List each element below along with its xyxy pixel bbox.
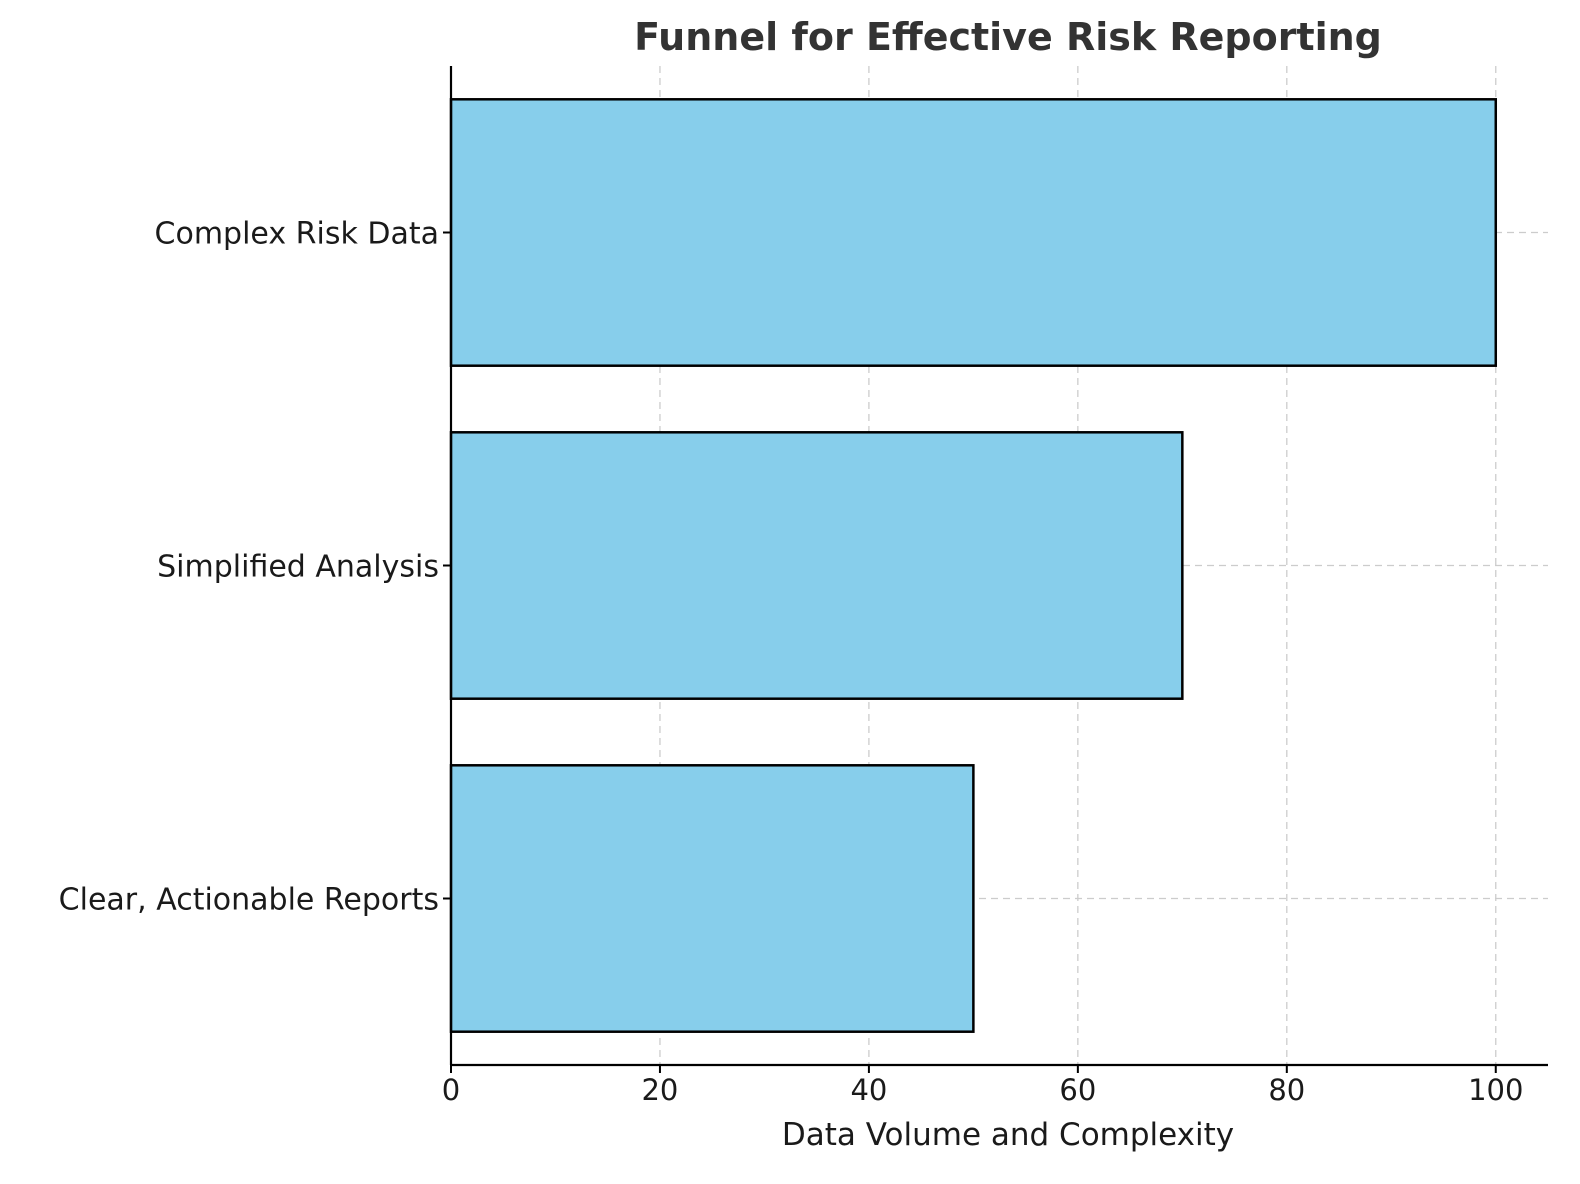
- x-axis-title: Data Volume and Complexity: [782, 1117, 1234, 1153]
- bar: [449, 431, 1184, 700]
- bars: [449, 98, 1498, 1033]
- bar: [449, 764, 975, 1033]
- x-tick-label: 20: [641, 1073, 678, 1107]
- y-tick-label: Simplified Analysis: [157, 550, 439, 585]
- x-tick-label: 100: [1468, 1073, 1523, 1107]
- bar: [449, 98, 1498, 367]
- x-tick-label: 80: [1268, 1073, 1305, 1107]
- x-tick-label: 60: [1059, 1073, 1096, 1107]
- y-tick-label: Complex Risk Data: [155, 217, 439, 252]
- axes: 0 20 40 60 80 100 Complex Risk Data Simplified …: [59, 66, 1548, 1107]
- y-tick-label: Clear, Actionable Reports: [59, 883, 439, 918]
- x-tick-label: 0: [442, 1073, 460, 1107]
- chart-title: Funnel for Effective Risk Reporting: [634, 15, 1382, 59]
- x-tick-label: 40: [850, 1073, 887, 1107]
